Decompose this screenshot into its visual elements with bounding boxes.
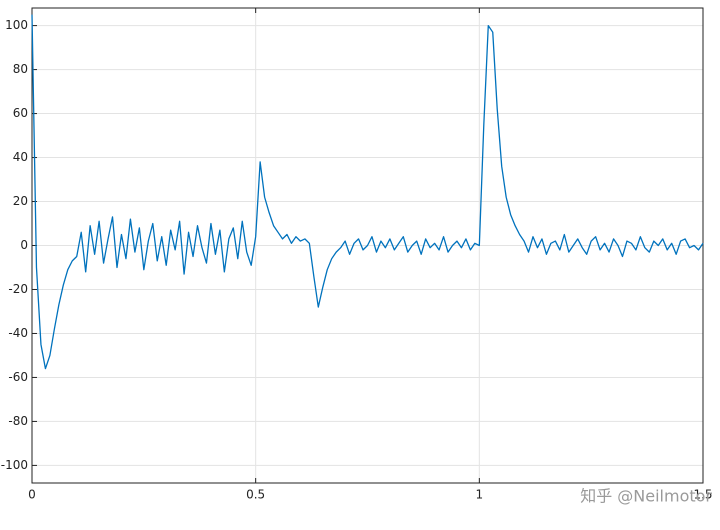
- y-tick-label: -60: [8, 370, 28, 384]
- y-tick-label: 0: [20, 238, 28, 252]
- x-tick-label: 1.5: [693, 488, 712, 502]
- y-tick-label: -100: [1, 458, 28, 472]
- signal-line: [31, 14, 704, 370]
- watermark: 知乎 @Neilmotor: [580, 487, 712, 506]
- y-tick-label: -80: [8, 414, 28, 428]
- y-tick-label: 40: [13, 150, 28, 164]
- y-tick-label: 100: [5, 18, 28, 32]
- y-tick-label: 60: [13, 106, 28, 120]
- y-tick-label: -20: [8, 282, 28, 296]
- x-tick-label: 1: [476, 488, 484, 502]
- x-tick-label: 0.5: [246, 488, 265, 502]
- y-tick-label: 80: [13, 62, 28, 76]
- y-tick-label: -40: [8, 326, 28, 340]
- y-tick-label: 20: [13, 194, 28, 208]
- x-tick-label: 0: [28, 488, 36, 502]
- plot-frame: [31, 7, 704, 484]
